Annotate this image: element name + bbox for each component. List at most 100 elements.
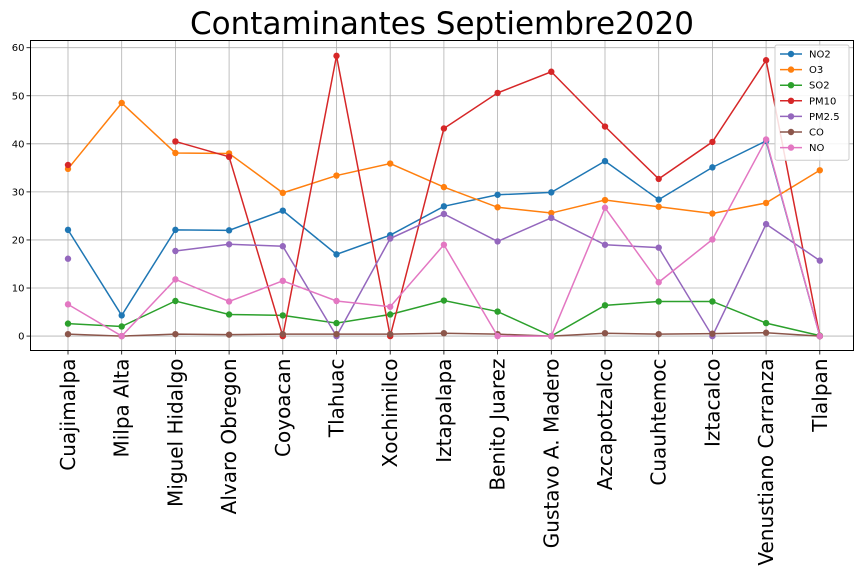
data-point bbox=[279, 189, 286, 197]
data-point bbox=[387, 311, 394, 318]
data-point bbox=[440, 210, 448, 218]
data-point bbox=[655, 298, 662, 305]
legend: NO2 O3 SO2 PM10 PM2.5 CO NO bbox=[774, 44, 850, 161]
data-point bbox=[548, 209, 555, 217]
x-tick-label: Venustiano Carranza bbox=[754, 359, 778, 566]
legend-swatch-marker bbox=[787, 128, 795, 136]
chart-title: Contaminantes Septiembre2020 bbox=[190, 6, 694, 42]
data-point bbox=[548, 332, 555, 340]
data-point bbox=[494, 191, 501, 198]
x-tick-label: Xochimilco bbox=[378, 359, 402, 468]
x-tick-label: Tlalpan bbox=[808, 359, 832, 433]
data-point bbox=[655, 175, 662, 183]
data-point bbox=[333, 297, 340, 305]
data-point bbox=[709, 236, 716, 243]
data-point bbox=[333, 330, 340, 338]
x-tick-label: Azcapotzalco bbox=[593, 359, 617, 491]
data-point bbox=[601, 329, 609, 337]
data-point bbox=[709, 210, 716, 217]
legend-swatch-marker bbox=[787, 82, 795, 89]
x-tick-label: Gustavo A. Madero bbox=[539, 359, 563, 549]
data-point bbox=[118, 312, 125, 319]
data-point bbox=[225, 311, 233, 318]
data-point bbox=[440, 125, 448, 132]
data-point bbox=[225, 298, 233, 305]
data-point bbox=[225, 227, 233, 234]
data-point bbox=[548, 68, 555, 75]
y-tick-label: 20 bbox=[12, 235, 25, 246]
legend-label: NO bbox=[809, 143, 824, 154]
data-point bbox=[440, 203, 448, 210]
x-tick-label: Tlahuac bbox=[325, 359, 349, 439]
data-point bbox=[333, 319, 340, 327]
data-point bbox=[64, 226, 72, 234]
data-point bbox=[601, 196, 609, 204]
legend-label: PM2.5 bbox=[809, 112, 840, 123]
x-tick-label: Coyoacan bbox=[271, 359, 295, 457]
data-point bbox=[387, 303, 394, 310]
data-point bbox=[601, 302, 609, 309]
data-point bbox=[440, 183, 448, 191]
data-point bbox=[655, 244, 662, 251]
data-point bbox=[225, 241, 233, 248]
legend-swatch-marker bbox=[787, 66, 795, 73]
data-point bbox=[494, 308, 501, 315]
data-point bbox=[333, 172, 340, 179]
y-tick-label: 10 bbox=[12, 284, 25, 295]
legend-label: O3 bbox=[809, 65, 823, 76]
data-point bbox=[64, 330, 72, 338]
data-point bbox=[816, 257, 823, 264]
data-point bbox=[279, 207, 286, 214]
x-tick-label: Cuauhtemoc bbox=[647, 359, 671, 486]
x-tick-label: Benito Juarez bbox=[486, 359, 510, 491]
data-point bbox=[601, 123, 609, 130]
data-point bbox=[601, 241, 609, 248]
legend-swatch-marker bbox=[787, 97, 795, 105]
x-axis: Cuajimalpa Milpa Alta Miguel Hidalgo Alvaro… bbox=[56, 350, 832, 566]
data-point bbox=[655, 203, 662, 210]
data-point bbox=[172, 138, 179, 145]
data-point bbox=[709, 164, 716, 171]
data-point bbox=[279, 243, 286, 250]
data-point bbox=[816, 332, 823, 340]
data-point bbox=[64, 320, 72, 327]
data-point bbox=[601, 157, 609, 165]
series-o3 bbox=[64, 99, 823, 217]
legend-swatch-marker bbox=[787, 113, 795, 120]
plot-frame bbox=[30, 40, 854, 351]
data-point bbox=[762, 199, 770, 207]
data-point bbox=[172, 247, 179, 255]
y-axis: 0 10 20 30 40 50 60 bbox=[12, 43, 31, 343]
y-tick-label: 30 bbox=[12, 187, 25, 198]
data-point bbox=[172, 297, 179, 305]
x-tick-label: Iztacalco bbox=[700, 359, 724, 448]
legend-label: PM10 bbox=[809, 96, 836, 107]
data-point bbox=[548, 189, 555, 196]
x-tick-label: Alvaro Obregon bbox=[217, 359, 241, 515]
data-point bbox=[225, 153, 233, 161]
data-point bbox=[279, 312, 286, 319]
x-tick-label: Miguel Hidalgo bbox=[163, 359, 187, 507]
x-tick-label: Cuajimalpa bbox=[56, 359, 80, 471]
x-tick-label: Iztapalapa bbox=[432, 359, 456, 463]
data-point bbox=[762, 329, 770, 336]
data-point bbox=[709, 298, 716, 305]
data-point bbox=[333, 52, 340, 60]
data-point bbox=[494, 89, 501, 97]
data-point bbox=[333, 251, 340, 258]
y-tick-label: 0 bbox=[18, 332, 24, 343]
data-point bbox=[762, 57, 770, 64]
data-point bbox=[225, 331, 233, 338]
data-point bbox=[279, 277, 286, 285]
data-point bbox=[655, 196, 662, 203]
data-point bbox=[548, 214, 555, 222]
data-point bbox=[762, 136, 770, 143]
data-point bbox=[494, 332, 501, 340]
data-point bbox=[172, 149, 179, 157]
y-tick-label: 60 bbox=[12, 43, 25, 54]
legend-label: CO bbox=[809, 128, 824, 139]
data-point bbox=[762, 220, 770, 228]
data-point bbox=[118, 332, 125, 340]
data-point bbox=[762, 319, 770, 327]
